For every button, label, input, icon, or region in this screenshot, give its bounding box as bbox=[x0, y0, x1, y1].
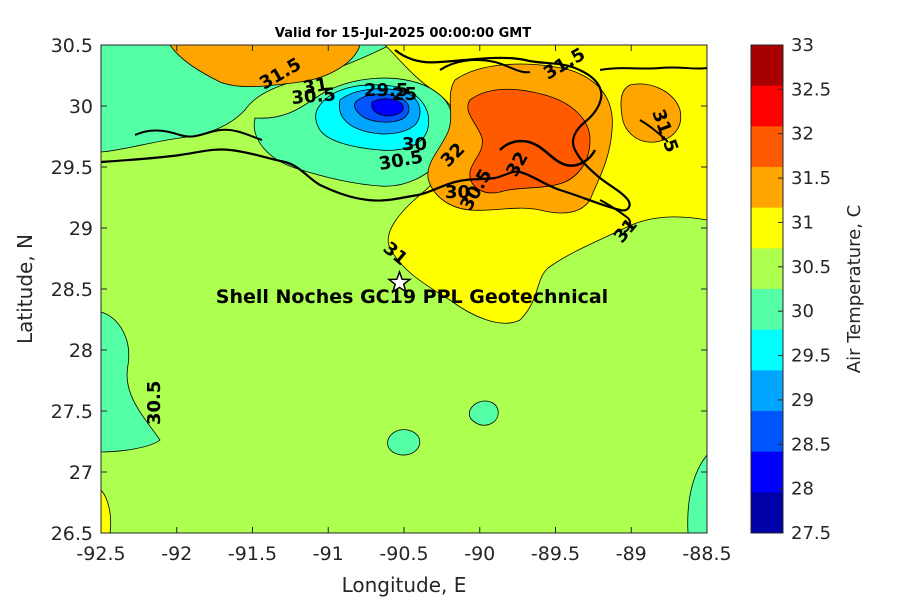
x-tick-label: -89 bbox=[616, 543, 647, 565]
y-tick-label: 29.5 bbox=[51, 157, 93, 179]
x-tick-label: -91 bbox=[313, 543, 344, 565]
x-tick-label: -90.5 bbox=[379, 543, 428, 565]
contour-label: 30 bbox=[445, 182, 470, 203]
y-tick-label: 30.5 bbox=[51, 35, 93, 57]
x-tick-label: -89.5 bbox=[531, 543, 580, 565]
region-28 bbox=[371, 98, 404, 117]
y-axis-label: Latitude, N bbox=[13, 234, 37, 344]
colorbar-swatch bbox=[751, 45, 783, 87]
colorbar-tick-label: 30.5 bbox=[791, 257, 831, 278]
colorbar-swatch bbox=[751, 411, 783, 453]
region-30-blob-a bbox=[468, 400, 499, 426]
map-title: Valid for 15-Jul-2025 00:00:00 GMT bbox=[275, 26, 531, 41]
y-tick-label: 28.5 bbox=[51, 279, 93, 301]
x-axis-label: Longitude, E bbox=[342, 573, 467, 597]
colorbar-label: Air Temperature, C bbox=[844, 205, 865, 373]
colorbar-swatch bbox=[751, 492, 783, 534]
x-tick-label: -88.5 bbox=[682, 543, 731, 565]
colorbar-tick-label: 32.5 bbox=[791, 79, 831, 100]
contour-label: 31 bbox=[301, 74, 329, 99]
colorbar-swatch bbox=[751, 329, 783, 371]
x-axis: -92.5 -92 -91.5 -91 -90.5 -90 -89.5 -89 -88.5 bbox=[76, 45, 732, 565]
region-30-blob-b bbox=[387, 429, 421, 456]
site-marker: Shell Noches GC19 PPL Geotechnical bbox=[216, 269, 608, 308]
colorbar-swatch bbox=[751, 126, 783, 168]
colorbar-tick-label: 29 bbox=[791, 390, 814, 411]
region-31-southwest-corner bbox=[101, 489, 112, 533]
colorbar-swatch bbox=[751, 207, 783, 249]
x-tick-label: -92.5 bbox=[76, 543, 125, 565]
coastline-marsh-d bbox=[499, 139, 597, 167]
colorbar-tick-label: 31.5 bbox=[791, 168, 831, 189]
contour-label: 30 bbox=[402, 134, 427, 155]
coastline-marsh-b bbox=[599, 66, 707, 71]
y-tick-label: 29 bbox=[69, 218, 93, 240]
contour-label: 25 bbox=[392, 84, 417, 105]
colorbar-swatch bbox=[751, 167, 783, 209]
colorbar-swatch bbox=[751, 451, 783, 493]
star-icon bbox=[386, 269, 413, 294]
y-tick-label: 30 bbox=[69, 96, 93, 118]
region-32-east bbox=[620, 83, 682, 143]
colorbar-swatch bbox=[751, 85, 783, 127]
coastline bbox=[101, 49, 631, 212]
colorbar-frame bbox=[750, 44, 784, 534]
x-tick-label: -90 bbox=[464, 543, 495, 565]
coastline-gulf-islands bbox=[639, 119, 669, 143]
colorbar-tick-label: 27.5 bbox=[791, 523, 831, 544]
x-tick-label: -91.5 bbox=[228, 543, 277, 565]
coastline-chandeleur bbox=[599, 199, 632, 233]
colorbar-tick-label: 29.5 bbox=[791, 346, 831, 367]
contour-label: 30.5 bbox=[144, 381, 165, 425]
y-tick-label: 27.5 bbox=[51, 401, 93, 423]
contour-label: 29.5 bbox=[364, 80, 408, 101]
y-tick-label: 28 bbox=[69, 340, 93, 362]
colorbar-swatch bbox=[751, 248, 783, 290]
colorbar: 33 32.5 32 31.5 31 30.5 30 29.5 29 28.5 28 27.5 bbox=[750, 35, 831, 544]
y-tick-label: 27 bbox=[69, 462, 93, 484]
coastline-marsh-c bbox=[439, 59, 531, 74]
colorbar-tick-label: 28 bbox=[791, 479, 814, 500]
site-label: Shell Noches GC19 PPL Geotechnical bbox=[216, 286, 608, 308]
region-30-southwest bbox=[101, 311, 161, 453]
coastline-marsh-a bbox=[134, 128, 263, 141]
colorbar-swatch bbox=[751, 370, 783, 412]
colorbar-tick-label: 33 bbox=[791, 35, 814, 56]
colorbar-tick-label: 31 bbox=[791, 212, 814, 233]
region-31-5-northwest bbox=[169, 45, 361, 88]
colorbar-tick-label: 28.5 bbox=[791, 434, 831, 455]
contour-label: 30.5 bbox=[291, 84, 337, 109]
y-axis: 30.5 30 29.5 29 28.5 28 27.5 27 26.5 bbox=[51, 35, 707, 545]
x-tick-label: -92 bbox=[161, 543, 192, 565]
temperature-field bbox=[101, 45, 707, 533]
y-tick-label: 26.5 bbox=[51, 523, 93, 545]
colorbar-swatch bbox=[751, 289, 783, 331]
colorbar-tick-label: 30 bbox=[791, 301, 814, 322]
colorbar-tick-label: 32 bbox=[791, 124, 814, 145]
